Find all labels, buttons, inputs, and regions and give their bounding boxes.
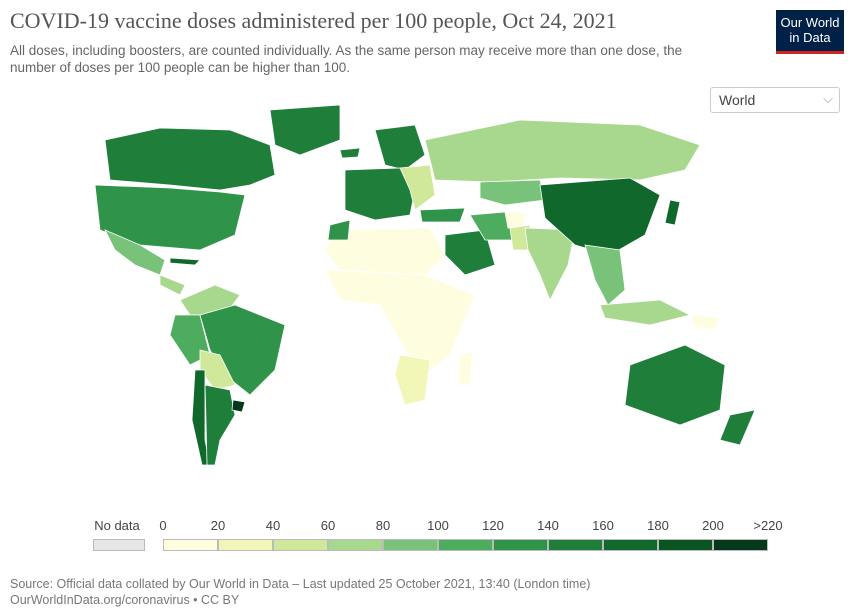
region-India[interactable] <box>524 227 576 301</box>
region-Southeast Asia[interactable] <box>584 244 626 306</box>
world-map <box>94 104 756 466</box>
legend-bin[interactable] <box>163 539 218 551</box>
region-Argentina[interactable] <box>204 384 236 466</box>
legend-tick-label: 0 <box>159 518 167 533</box>
legend-bin[interactable] <box>548 539 603 551</box>
region-Russia[interactable] <box>424 119 701 183</box>
color-legend: No data 0 20 40 60 80 100 120 140 160 180 200 >220 <box>90 518 783 558</box>
region-Japan[interactable] <box>664 199 681 226</box>
region-Scandinavia[interactable] <box>374 124 426 171</box>
legend-bin[interactable] <box>383 539 438 551</box>
region-Madagascar[interactable] <box>457 351 473 386</box>
region-select-value: World <box>719 92 756 108</box>
legend-bin[interactable] <box>493 539 548 551</box>
legend-bin[interactable] <box>273 539 328 551</box>
legend-tick-label: 20 <box>210 518 226 533</box>
legend-tick-label: 140 <box>537 518 559 533</box>
legend-tick-label: 160 <box>592 518 614 533</box>
footer: Source: Official data collated by Our Wo… <box>10 576 590 608</box>
legend-tick-label: 60 <box>320 518 336 533</box>
region-Australia[interactable] <box>624 344 726 426</box>
region-New Zealand[interactable] <box>719 409 756 446</box>
owid-logo[interactable]: Our World in Data <box>776 10 844 54</box>
region-Canada[interactable] <box>104 127 276 191</box>
legend-tick-label: 180 <box>647 518 669 533</box>
region-select[interactable]: World ⌵ <box>710 87 840 113</box>
legend-bin[interactable] <box>438 539 493 551</box>
chart-title: COVID-19 vaccine doses administered per … <box>10 8 617 33</box>
region-Saudi Arabia[interactable] <box>444 229 496 276</box>
region-Uruguay[interactable] <box>231 399 246 413</box>
legend-no-data-label: No data <box>94 518 140 533</box>
legend-tick-label: 80 <box>375 518 391 533</box>
region-Eastern Europe[interactable] <box>399 164 436 211</box>
legend-tick-label: 200 <box>702 518 724 533</box>
footer-link[interactable]: OurWorldInData.org/coronavirus • CC BY <box>10 593 240 607</box>
region-Bolivia/Paraguay[interactable] <box>199 349 236 391</box>
region-Kazakhstan[interactable] <box>479 179 546 206</box>
source-note: Source: Official data collated by Our Wo… <box>10 577 591 591</box>
legend-bin[interactable] <box>328 539 383 551</box>
region-Cuba[interactable] <box>169 257 201 266</box>
legend-bin[interactable] <box>218 539 273 551</box>
legend-tick-label: >220 <box>753 518 783 533</box>
chevron-down-icon: ⌵ <box>823 91 833 106</box>
legend-no-data-swatch[interactable] <box>93 539 145 551</box>
region-Greenland[interactable] <box>269 104 341 156</box>
legend-tick-label: 100 <box>427 518 449 533</box>
region-Indonesia[interactable] <box>599 299 692 326</box>
logo-line-1: Our World <box>780 15 840 30</box>
region-Morocco[interactable] <box>327 219 351 241</box>
legend-bin[interactable] <box>658 539 713 551</box>
region-Central America[interactable] <box>159 274 186 296</box>
region-Turkey[interactable] <box>419 207 466 223</box>
region-Mongolia/China[interactable] <box>539 177 661 256</box>
region-Afghanistan[interactable] <box>504 211 526 229</box>
legend-bin[interactable] <box>713 539 768 551</box>
legend-bin[interactable] <box>603 539 658 551</box>
logo-line-2: in Data <box>789 30 831 45</box>
region-Iceland[interactable] <box>339 147 361 159</box>
legend-tick-label: 40 <box>265 518 281 533</box>
region-South Africa[interactable] <box>394 354 431 406</box>
region-Papua New Guinea[interactable] <box>691 314 721 331</box>
chart-subtitle: All doses, including boosters, are count… <box>10 43 683 75</box>
legend-tick-label: 120 <box>482 518 504 533</box>
